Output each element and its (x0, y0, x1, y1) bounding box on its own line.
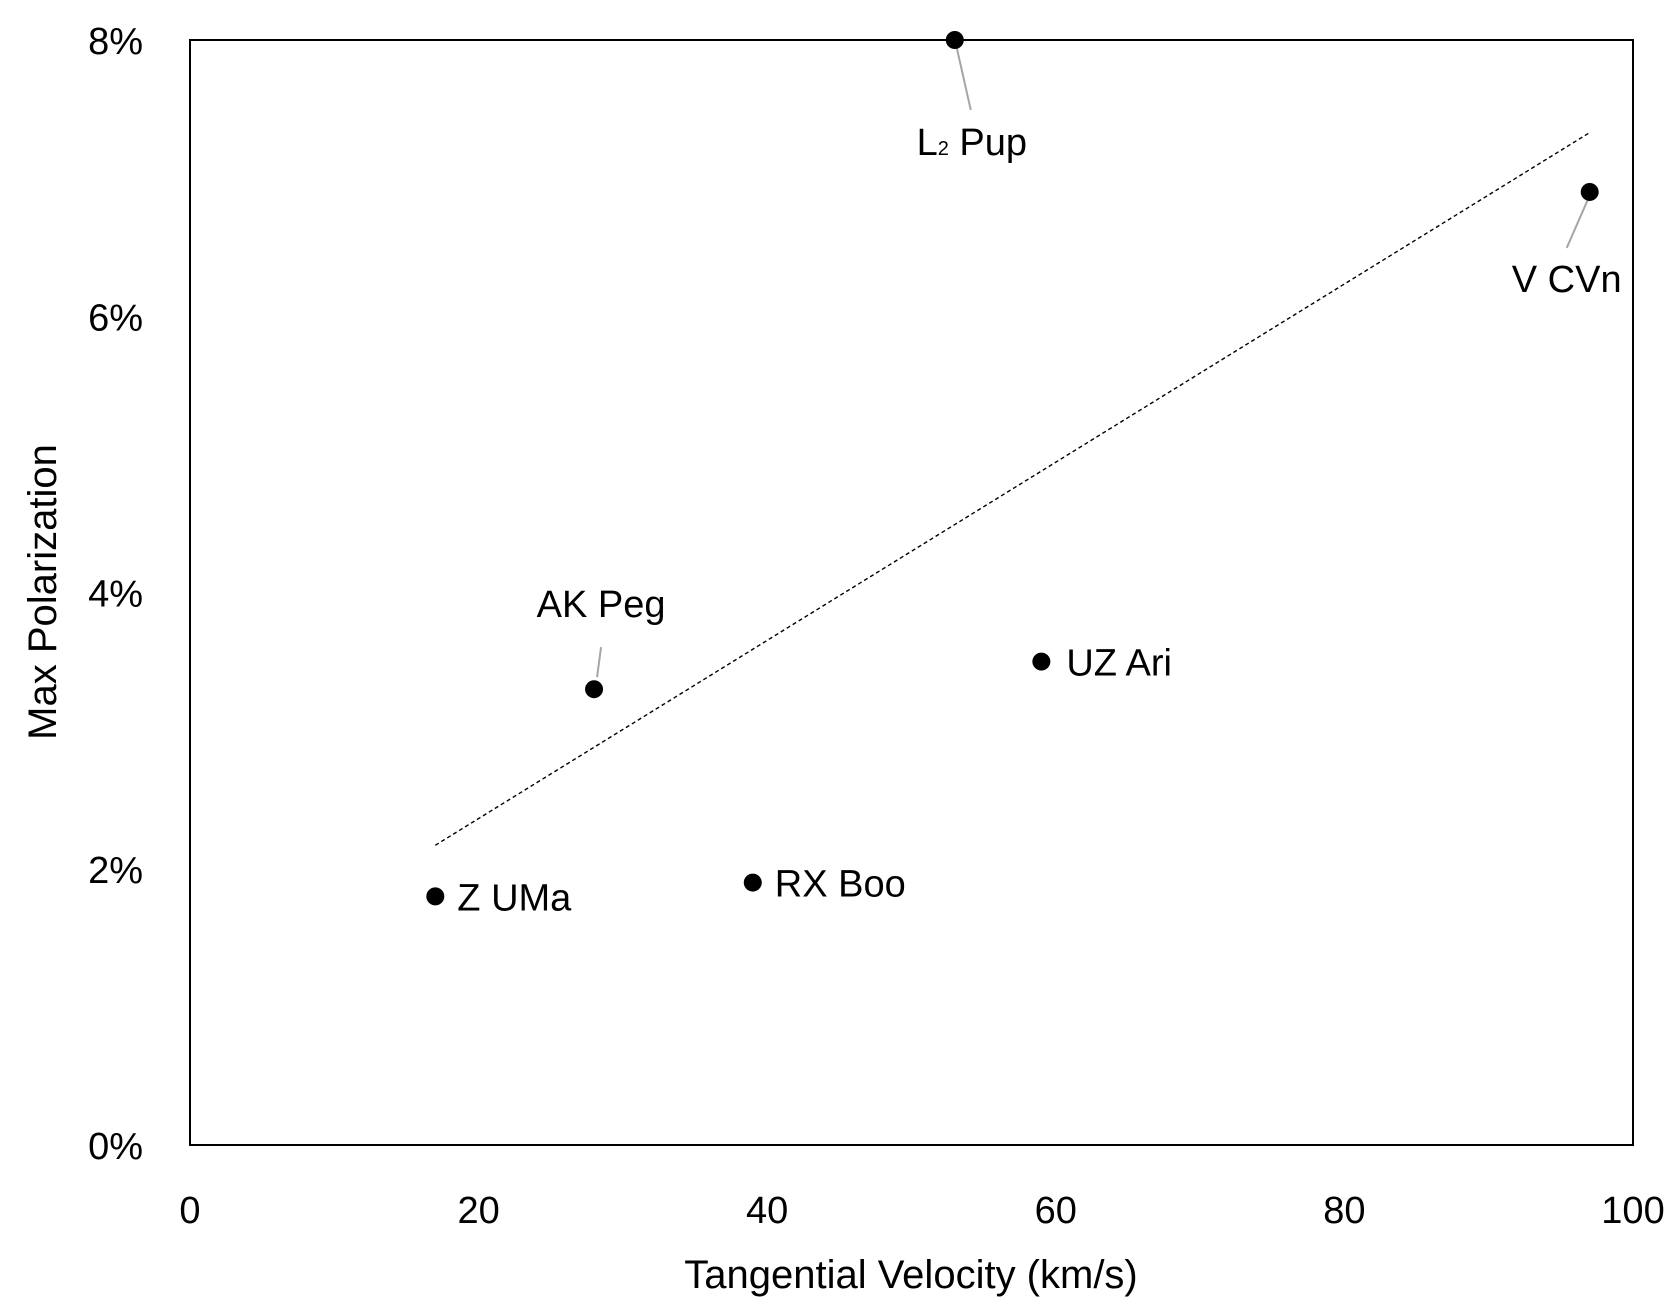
data-point (426, 887, 445, 906)
label-leader-line (596, 647, 603, 678)
data-point-label: RX Boo (775, 864, 906, 906)
data-point-label: UZ Ari (1066, 643, 1172, 685)
y-tick-label: 0% (88, 1126, 143, 1168)
x-tick-label: 0 (179, 1190, 200, 1232)
x-tick-label: 80 (1323, 1190, 1365, 1232)
tick-labels: 0 20 40 60 80 100 0% 2% 4% 6% 8% (88, 21, 1665, 1232)
plot-area (189, 39, 1634, 1146)
label-leader-line (1565, 199, 1589, 249)
data-point (945, 31, 964, 49)
x-tick-label: 60 (1035, 1190, 1077, 1232)
data-point-label: L2 Pup (917, 122, 1027, 164)
x-tick-label: 40 (746, 1190, 788, 1232)
data-point-label: AK Peg (537, 584, 666, 626)
y-tick-label: 2% (88, 850, 143, 892)
y-axis-title: Max Polarization (21, 444, 65, 740)
data-point (743, 873, 762, 892)
data-point (1032, 652, 1051, 671)
data-point (585, 680, 604, 699)
data-point-label: V CVn (1512, 259, 1622, 301)
y-tick-label: 6% (88, 297, 143, 339)
trendline (434, 131, 1591, 846)
data-point (1580, 182, 1599, 201)
label-leader-line (955, 47, 972, 111)
data-point-label: Z UMa (457, 877, 572, 919)
x-tick-label: 20 (457, 1190, 499, 1232)
y-tick-label: 4% (88, 574, 143, 616)
y-tick-label: 8% (88, 21, 143, 63)
x-axis-title: Tangential Velocity (km/s) (684, 1253, 1138, 1297)
x-tick-label: 100 (1601, 1190, 1664, 1232)
trendline-layer (434, 131, 1591, 846)
data-points: Z UMa AK Peg RX Boo L2 Pup UZ Ari V CVn (426, 31, 1622, 919)
